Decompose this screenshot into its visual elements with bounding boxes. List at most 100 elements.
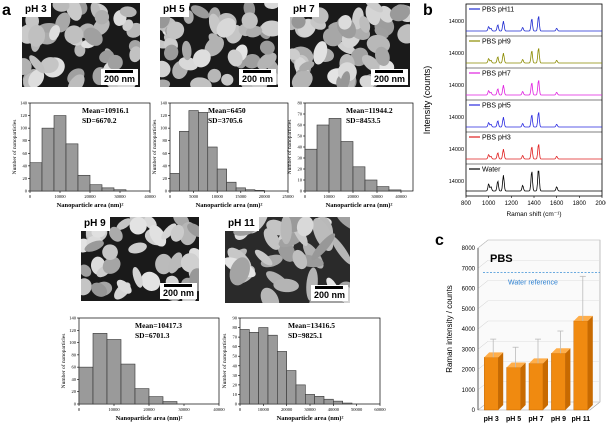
legend-label: PBS pH9 <box>482 39 511 46</box>
y-tick-label: 0 <box>472 408 476 414</box>
y-tick-label: 40 <box>233 363 238 368</box>
histogram-bar <box>258 327 269 405</box>
nanoparticle <box>132 266 143 288</box>
y-tick-label: 10 <box>233 392 238 397</box>
nanoparticle <box>322 27 343 47</box>
spectrum-line <box>466 170 602 192</box>
y-axis-label: Number of nanoparticles <box>221 334 228 389</box>
nanoparticle <box>221 73 234 86</box>
sem-image-ph7: pH 7 200 nm <box>290 3 410 87</box>
nanoparticle <box>338 15 352 30</box>
panel-letter-c: c <box>435 232 444 249</box>
x-tick-label: 1800 <box>573 201 587 207</box>
nanoparticle <box>291 14 306 29</box>
nanoparticle <box>28 69 45 87</box>
nanoparticle <box>28 24 46 47</box>
y-tick-label: 10 <box>298 178 303 183</box>
nanoparticle <box>49 25 61 41</box>
nanoparticle <box>290 48 301 60</box>
histogram-bar <box>134 388 150 405</box>
histogram-bar <box>216 168 227 192</box>
y-tick-label: 60 <box>72 365 77 370</box>
histogram-bar <box>376 186 390 192</box>
x-tick-label: 20000 <box>84 194 96 199</box>
nanoparticle <box>397 24 410 44</box>
histogram-bar <box>179 130 190 192</box>
nanoparticle <box>91 282 108 297</box>
grid-diag <box>477 320 489 330</box>
x-axis-label: Nanoparticle area (nm)² <box>116 415 183 422</box>
x-tick-label: 20000 <box>143 407 155 412</box>
histogram-bar <box>364 179 378 192</box>
x-tick-label: 20000 <box>347 194 359 199</box>
scale-bar: 200 nm <box>310 285 348 301</box>
histogram-bar <box>388 189 402 192</box>
x-tick-label: 1200 <box>505 201 519 207</box>
nanoparticle <box>187 223 199 238</box>
bar-front <box>506 367 521 411</box>
x-tick-label: 0 <box>304 194 307 199</box>
nanoparticle <box>109 226 123 242</box>
x-tick-label: pH 7 <box>528 416 543 423</box>
nanoparticle-texture <box>225 217 350 303</box>
x-tick-label: 10000 <box>54 194 66 199</box>
nanoparticle <box>119 6 137 18</box>
grid-diag <box>477 280 489 289</box>
y-tick-label: 70 <box>298 112 303 117</box>
y-tick-label: 50 <box>233 354 238 359</box>
histogram-ph5: 0 20 40 60 80 100 120 140 0 5000 10000 15000 20000 25… <box>151 101 294 210</box>
chart-title: PBS <box>490 253 513 265</box>
histogram-bar <box>323 398 334 405</box>
bar-side <box>543 358 548 410</box>
y-tick-label: 8000 <box>462 246 476 252</box>
spectrum-line <box>466 112 602 128</box>
x-axis-label: Nanoparticle area (nm)² <box>57 202 124 209</box>
y-axis-label: Number of nanoparticles <box>11 120 18 175</box>
bar-front <box>528 363 544 411</box>
histogram-bar <box>314 396 325 405</box>
scale-bar: 200 nm <box>370 69 408 85</box>
nanoparticle <box>155 253 173 275</box>
nanoparticle <box>116 218 132 230</box>
histogram-bar <box>41 127 55 192</box>
nanoparticle <box>180 253 199 273</box>
y-tick-label: 120 <box>160 113 168 118</box>
histogram-bar <box>65 143 79 192</box>
stat-label: Mean=6450 <box>208 106 246 115</box>
nanoparticle <box>52 3 70 12</box>
nanoparticle <box>160 60 171 78</box>
bar-side <box>587 315 593 410</box>
histogram-bar <box>254 190 265 192</box>
histogram-bar <box>277 351 287 405</box>
x-tick-label: 30000 <box>304 407 316 412</box>
histogram-bar <box>89 184 103 192</box>
bar-front <box>484 357 499 411</box>
histogram-bar <box>101 187 115 192</box>
histogram-bar <box>286 370 297 405</box>
y-tick-label: 80 <box>233 325 238 330</box>
y-tick-label: 20 <box>163 176 168 181</box>
y-axis-label: Number of nanoparticles <box>60 334 67 389</box>
x-axis-label: Nanoparticle area (nm)² <box>326 202 393 209</box>
grid-diag <box>477 260 489 269</box>
nanoparticle <box>81 278 92 296</box>
nanoparticle <box>181 40 192 61</box>
nanoparticle <box>243 3 256 17</box>
nanoparticle <box>84 240 104 252</box>
y-tick-label: 20 <box>298 167 303 172</box>
stat-label: SD=6701.3 <box>135 331 170 340</box>
y-tick-label: 2000 <box>462 368 476 374</box>
histogram-bar <box>226 181 237 192</box>
nanoparticle <box>170 224 185 242</box>
x-tick-label: 40000 <box>328 407 340 412</box>
nanoparticle <box>168 252 183 274</box>
nanoparticle <box>190 5 210 19</box>
nanoparticle <box>67 74 85 87</box>
legend-label: Water <box>482 167 501 174</box>
y-tick-label: 20 <box>72 389 77 394</box>
y-axis-label: Number of nanoparticles <box>151 120 158 175</box>
panel-letter-b: b <box>423 2 433 19</box>
panel-letter-a: a <box>2 2 11 19</box>
reference-label: Water reference <box>508 279 558 286</box>
nanoparticle <box>361 54 382 73</box>
